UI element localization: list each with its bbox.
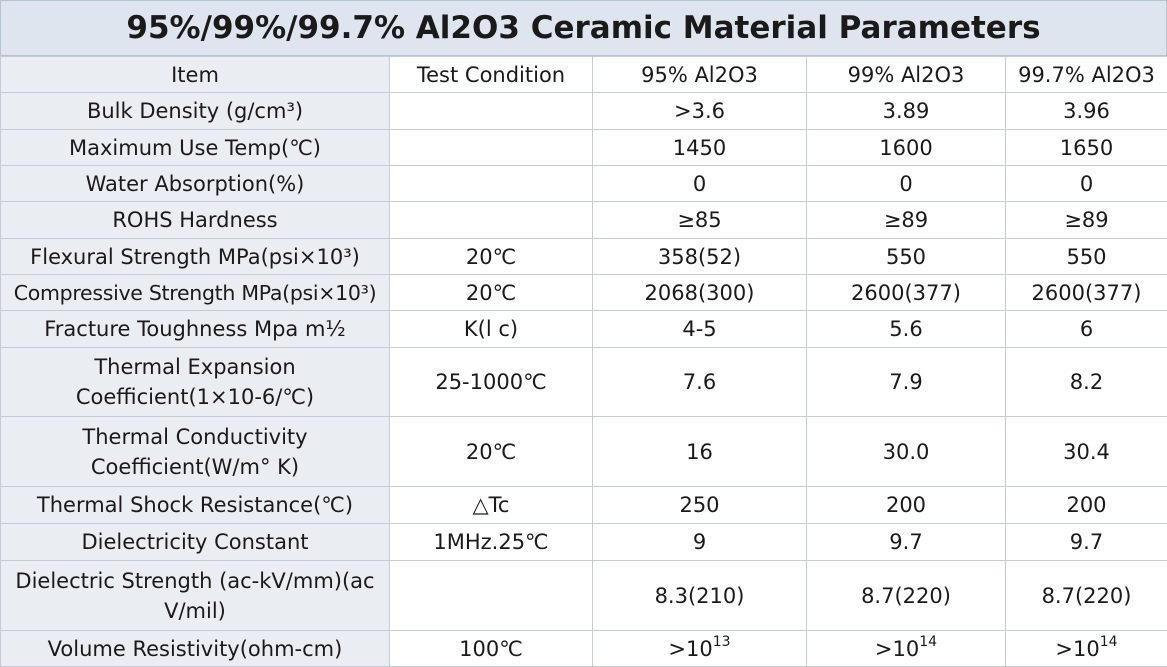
row-condition: △Tc: [390, 487, 593, 524]
row-value-99-7: 2600(377): [1006, 275, 1167, 311]
row-value-99-7: 3.96: [1006, 93, 1167, 130]
row-value-95: >1013: [593, 631, 807, 667]
row-value-99-7: 200: [1006, 487, 1167, 524]
header-95-al2o3: 95% Al2O3: [593, 57, 807, 93]
row-condition: 1MHz.25℃: [390, 524, 593, 561]
row-value-99: 0: [807, 166, 1006, 202]
row-value-95: 16: [593, 417, 807, 487]
row-value-99: 7.9: [807, 348, 1006, 417]
row-value-95: >3.6: [593, 93, 807, 130]
row-value-99: 200: [807, 487, 1006, 524]
row-condition: 20℃: [390, 417, 593, 487]
row-value-95: 9: [593, 524, 807, 561]
row-item: Fracture Toughness Mpa m½: [1, 311, 390, 348]
row-condition: K(l c): [390, 311, 593, 348]
header-99-7-al2o3: 99.7% Al2O3: [1006, 57, 1167, 93]
table-row: Compressive Strength MPa(psi×10³) 20℃ 20…: [1, 275, 1167, 311]
row-value-95: 4-5: [593, 311, 807, 348]
header-test-condition: Test Condition: [390, 57, 593, 93]
row-value-99: 3.89: [807, 93, 1006, 130]
row-item: Dielectricity Constant: [1, 524, 390, 561]
row-condition: 20℃: [390, 239, 593, 275]
row-value-95: 7.6: [593, 348, 807, 417]
row-value-99: 550: [807, 239, 1006, 275]
row-value-99: 2600(377): [807, 275, 1006, 311]
row-value-99-7: 1650: [1006, 130, 1167, 166]
row-item: Flexural Strength MPa(psi×10³): [1, 239, 390, 275]
table-row: Bulk Density (g/cm³) >3.6 3.89 3.96: [1, 93, 1167, 130]
row-value-99: 9.7: [807, 524, 1006, 561]
row-value-95: ≥85: [593, 202, 807, 239]
table-row: Fracture Toughness Mpa m½ K(l c) 4-5 5.6…: [1, 311, 1167, 348]
row-value-99-7: 6: [1006, 311, 1167, 348]
value-exponent: 14: [919, 634, 937, 650]
table-row: Thermal Expansion Coefficient(1×10-6/℃) …: [1, 348, 1167, 417]
row-value-99: 5.6: [807, 311, 1006, 348]
row-value-99: 8.7(220): [807, 561, 1006, 631]
row-condition: [390, 202, 593, 239]
row-condition: 25-1000℃: [390, 348, 593, 417]
row-item: Water Absorption(%): [1, 166, 390, 202]
table-row: Maximum Use Temp(℃) 1450 1600 1650: [1, 130, 1167, 166]
row-item: Dielectric Strength (ac-kV/mm)(ac V/mil): [1, 561, 390, 631]
row-item: Maximum Use Temp(℃): [1, 130, 390, 166]
row-value-99: 1600: [807, 130, 1006, 166]
value-base: >10: [668, 637, 712, 661]
header-item: Item: [1, 57, 390, 93]
row-value-99: 30.0: [807, 417, 1006, 487]
row-value-99: ≥89: [807, 202, 1006, 239]
page-title: 95%/99%/99.7% Al2O3 Ceramic Material Par…: [0, 0, 1167, 56]
row-value-99-7: >1014: [1006, 631, 1167, 667]
row-item: Bulk Density (g/cm³): [1, 93, 390, 130]
row-condition: [390, 130, 593, 166]
row-value-95: 8.3(210): [593, 561, 807, 631]
row-value-95: 0: [593, 166, 807, 202]
row-value-99-7: 30.4: [1006, 417, 1167, 487]
row-value-95: 2068(300): [593, 275, 807, 311]
table-row: Water Absorption(%) 0 0 0: [1, 166, 1167, 202]
row-item: Thermal Expansion Coefficient(1×10-6/℃): [1, 348, 390, 417]
table-row: Volume Resistivity(ohm-cm) 100℃ >1013 >1…: [1, 631, 1167, 667]
table-row: Thermal Conductivity Coefficient(W/m° K)…: [1, 417, 1167, 487]
row-value-99-7: 8.2: [1006, 348, 1167, 417]
header-row: Item Test Condition 95% Al2O3 99% Al2O3 …: [1, 57, 1167, 93]
row-item: Compressive Strength MPa(psi×10³): [1, 275, 390, 311]
row-value-99-7: 0: [1006, 166, 1167, 202]
row-value-99-7: 8.7(220): [1006, 561, 1167, 631]
value-base: >10: [875, 637, 919, 661]
row-value-99: >1014: [807, 631, 1006, 667]
table-row: Thermal Shock Resistance(℃) △Tc 250 200 …: [1, 487, 1167, 524]
row-value-95: 250: [593, 487, 807, 524]
row-condition: 20℃: [390, 275, 593, 311]
row-value-95: 358(52): [593, 239, 807, 275]
parameters-table: Item Test Condition 95% Al2O3 99% Al2O3 …: [0, 56, 1167, 667]
row-condition: [390, 93, 593, 130]
row-item: ROHS Hardness: [1, 202, 390, 239]
row-value-99-7: 9.7: [1006, 524, 1167, 561]
row-value-95: 1450: [593, 130, 807, 166]
value-base: >10: [1055, 637, 1099, 661]
table-row: Dielectric Strength (ac-kV/mm)(ac V/mil)…: [1, 561, 1167, 631]
row-item: Volume Resistivity(ohm-cm): [1, 631, 390, 667]
value-exponent: 13: [713, 634, 731, 650]
row-condition: [390, 166, 593, 202]
row-value-99-7: 550: [1006, 239, 1167, 275]
row-value-99-7: ≥89: [1006, 202, 1167, 239]
row-condition: [390, 561, 593, 631]
row-condition: 100℃: [390, 631, 593, 667]
row-item: Thermal Shock Resistance(℃): [1, 487, 390, 524]
header-99-al2o3: 99% Al2O3: [807, 57, 1006, 93]
table-row: Dielectricity Constant 1MHz.25℃ 9 9.7 9.…: [1, 524, 1167, 561]
value-exponent: 14: [1100, 634, 1118, 650]
row-item: Thermal Conductivity Coefficient(W/m° K): [1, 417, 390, 487]
table-row: Flexural Strength MPa(psi×10³) 20℃ 358(5…: [1, 239, 1167, 275]
table-row: ROHS Hardness ≥85 ≥89 ≥89: [1, 202, 1167, 239]
